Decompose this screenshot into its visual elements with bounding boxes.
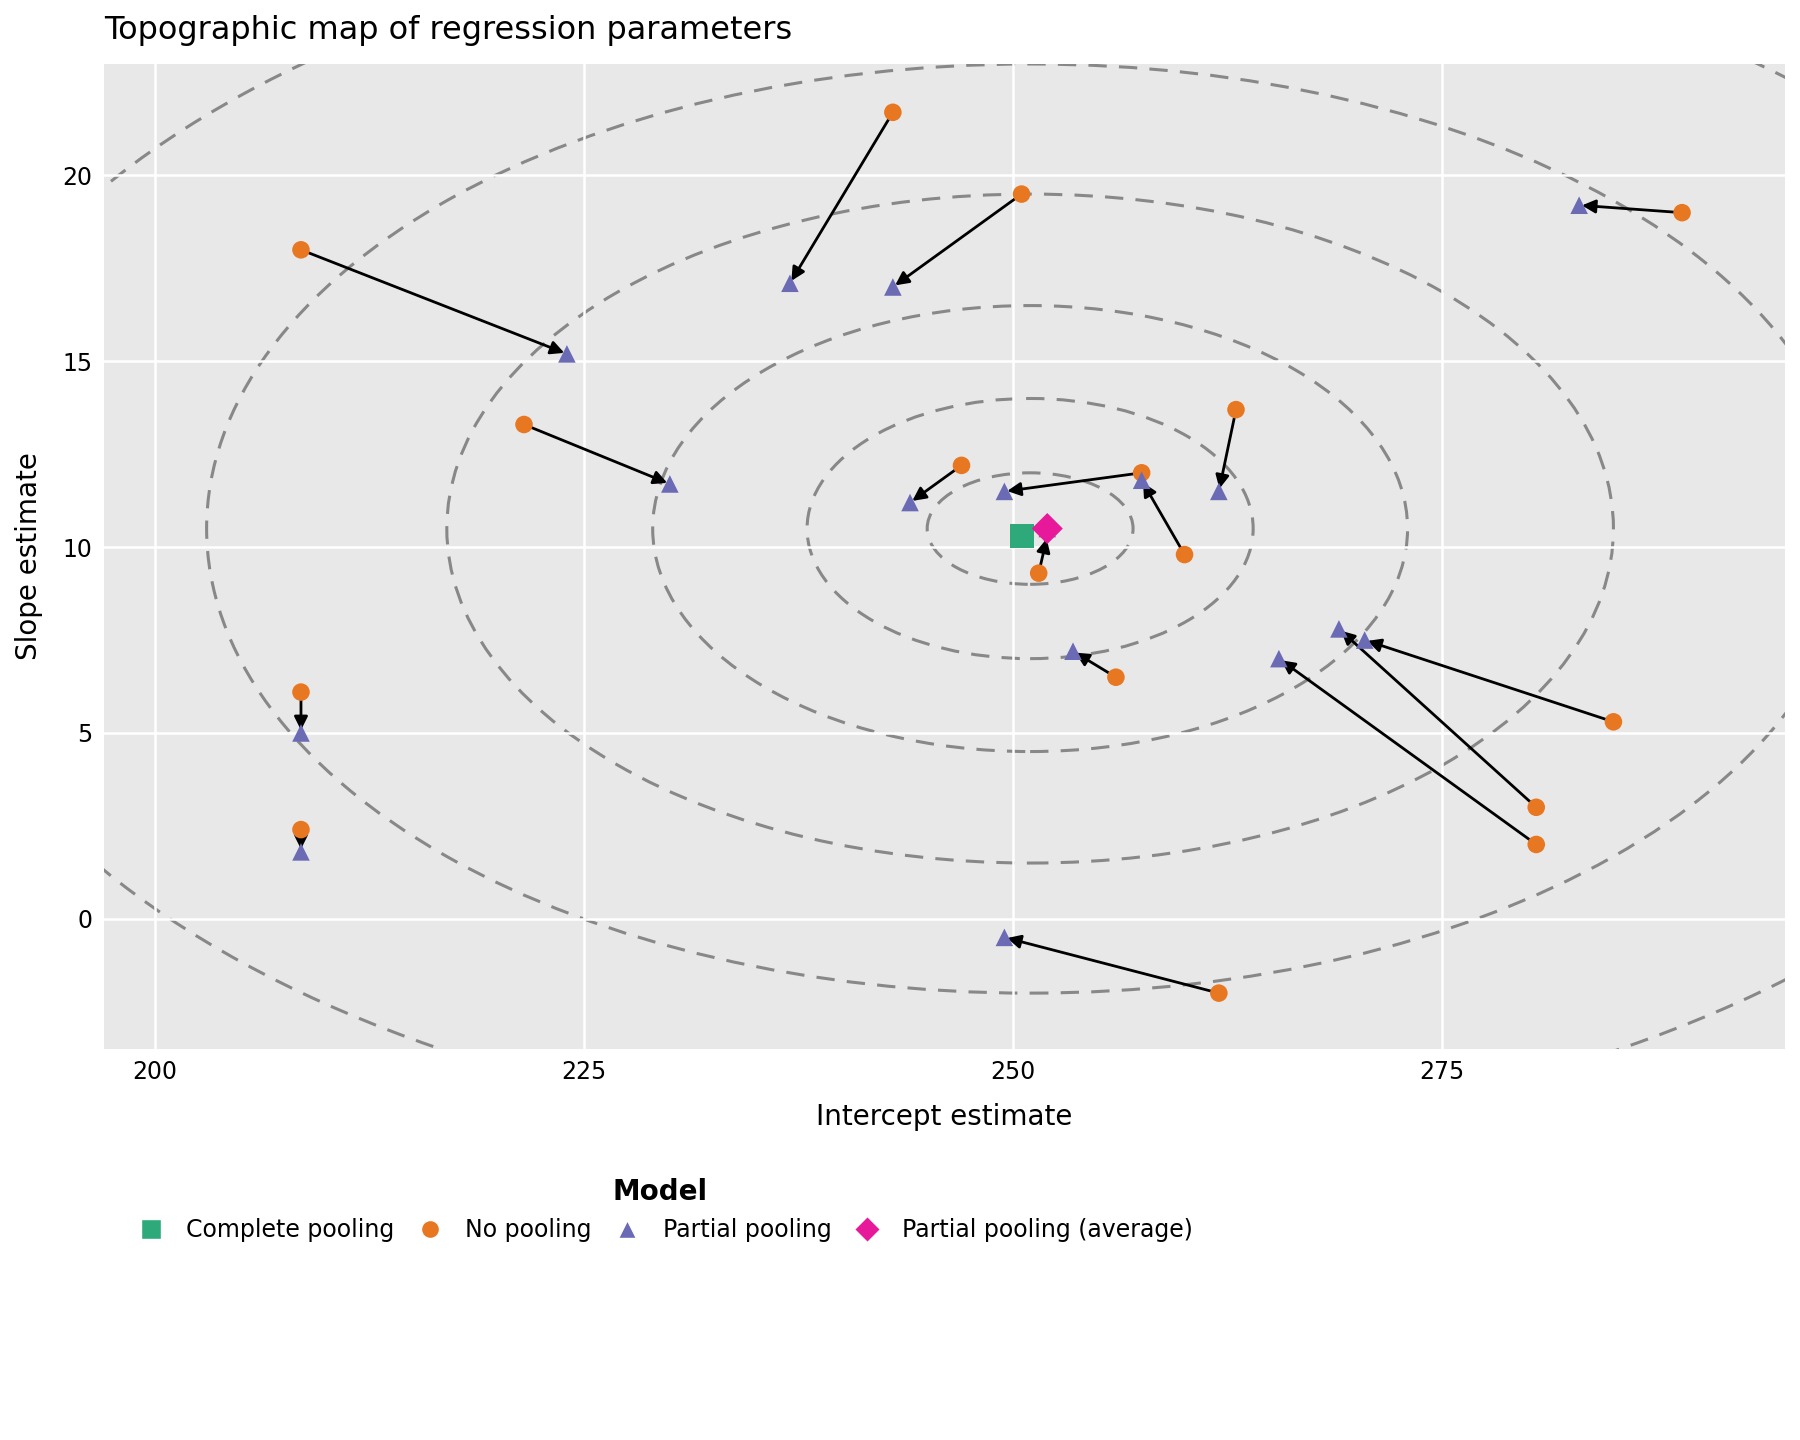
- Point: [1170, 543, 1199, 566]
- Point: [1598, 710, 1627, 733]
- Point: [1521, 796, 1550, 819]
- Point: [1008, 183, 1037, 206]
- Point: [1667, 202, 1696, 225]
- Point: [1564, 194, 1593, 217]
- Point: [947, 454, 976, 477]
- X-axis label: Intercept estimate: Intercept estimate: [815, 1103, 1073, 1132]
- Point: [1521, 832, 1550, 855]
- Point: [1058, 639, 1087, 662]
- Point: [1033, 517, 1062, 540]
- Point: [1350, 628, 1379, 651]
- Text: Topographic map of regression parameters: Topographic map of regression parameters: [104, 14, 792, 46]
- Point: [286, 681, 315, 704]
- Point: [286, 238, 315, 261]
- Point: [1127, 461, 1156, 484]
- Point: [286, 818, 315, 841]
- Point: [1204, 480, 1233, 503]
- Point: [1325, 618, 1354, 641]
- Point: [1102, 665, 1130, 688]
- Point: [286, 721, 315, 744]
- Point: [1024, 562, 1053, 585]
- Point: [286, 841, 315, 864]
- Point: [1204, 982, 1233, 1005]
- Point: [1127, 469, 1156, 492]
- Point: [1008, 524, 1037, 547]
- Point: [1264, 647, 1292, 670]
- Point: [655, 472, 684, 495]
- Point: [990, 926, 1019, 949]
- Y-axis label: Slope estimate: Slope estimate: [14, 452, 43, 661]
- Point: [1033, 517, 1062, 540]
- Point: [990, 480, 1019, 503]
- Point: [878, 101, 907, 124]
- Point: [509, 413, 538, 436]
- Point: [553, 343, 581, 366]
- Point: [896, 491, 925, 514]
- Legend: Complete pooling, No pooling, Partial pooling, Partial pooling (average): Complete pooling, No pooling, Partial po…: [115, 1166, 1204, 1254]
- Point: [776, 272, 805, 295]
- Point: [878, 275, 907, 298]
- Point: [1222, 397, 1251, 420]
